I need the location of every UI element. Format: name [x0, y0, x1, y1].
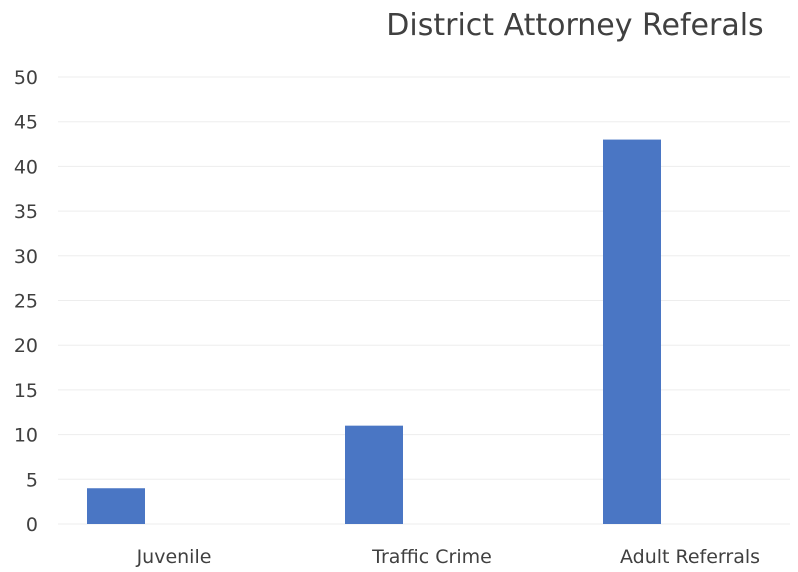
y-tick-label: 45 [14, 112, 38, 134]
y-tick-label: 35 [14, 201, 38, 223]
y-tick-label: 50 [14, 67, 38, 89]
y-tick-label: 40 [14, 156, 38, 178]
y-tick-label: 15 [14, 380, 38, 402]
y-tick-label: 0 [26, 514, 38, 536]
bar-traffic-crime [345, 425, 403, 524]
bar-adult-referrals [603, 139, 661, 524]
y-tick-label: 5 [26, 469, 38, 491]
y-tick-label: 10 [14, 425, 38, 447]
y-tick-label: 25 [14, 291, 38, 313]
bar-juvenile [87, 488, 145, 524]
chart-title: District Attorney Referals [386, 8, 764, 43]
x-category-label: Adult Referrals [620, 546, 760, 568]
x-category-label: Juvenile [136, 546, 212, 568]
x-category-label: Traffic Crime [371, 546, 492, 568]
y-tick-label: 20 [14, 335, 38, 357]
y-tick-label: 30 [14, 246, 38, 268]
